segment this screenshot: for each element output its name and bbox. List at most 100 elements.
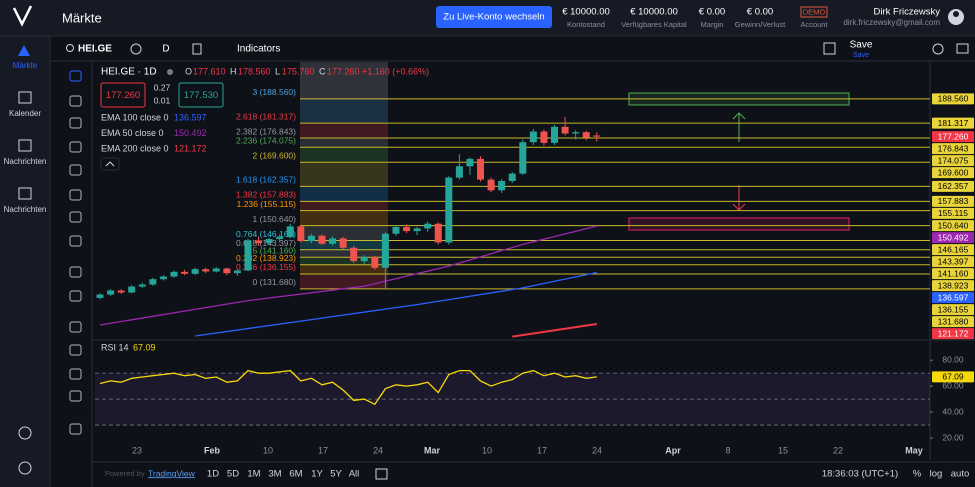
- candle-body: [265, 239, 273, 244]
- range-button[interactable]: All: [349, 469, 360, 480]
- fib-band: [300, 210, 388, 226]
- range-button[interactable]: 1Y: [311, 469, 323, 480]
- fib-label: 0.764 (146.165): [236, 229, 296, 239]
- price-tag: [932, 328, 974, 340]
- log-toggle[interactable]: log: [930, 469, 943, 480]
- markets-icon[interactable]: [18, 45, 30, 56]
- tool-icon[interactable]: [69, 423, 82, 435]
- fib-label: 2.618 (181.317): [236, 111, 296, 121]
- logo[interactable]: [12, 5, 33, 27]
- price-tag-label: 188.560: [938, 94, 969, 104]
- candle-body: [487, 179, 495, 191]
- theme-icon[interactable]: [18, 426, 32, 440]
- candle-body: [434, 223, 442, 243]
- search-icon[interactable]: [66, 44, 74, 52]
- range-button[interactable]: 1M: [247, 469, 260, 480]
- auto-toggle[interactable]: auto: [951, 469, 970, 480]
- layout-icon[interactable]: [823, 42, 836, 55]
- collapse-icon: [105, 161, 115, 167]
- save-button[interactable]: Save: [850, 40, 873, 51]
- tool-icon[interactable]: [69, 164, 82, 176]
- sidebar-label[interactable]: Kalender: [9, 109, 41, 118]
- rsi-name: RSI 14: [101, 342, 129, 352]
- indicators-button[interactable]: Indicators: [237, 44, 280, 55]
- tradingview-link[interactable]: TradingView: [148, 468, 196, 478]
- price-tag: [932, 117, 974, 129]
- candle-body: [212, 268, 220, 272]
- user-email: dirk.friczewsky@gmail.com: [843, 18, 940, 27]
- range-button[interactable]: 5D: [227, 469, 239, 480]
- tool-icon[interactable]: [69, 141, 82, 153]
- percent-toggle[interactable]: %: [913, 469, 922, 480]
- tool-icon[interactable]: [69, 266, 82, 278]
- x-tick-label: 22: [833, 445, 843, 455]
- indicator-value: 150.492: [174, 128, 207, 138]
- range-button[interactable]: 6M: [289, 469, 302, 480]
- price-tag-label: 155.115: [938, 208, 968, 218]
- range-button[interactable]: 1D: [207, 469, 219, 480]
- price-tag-label: 181.317: [938, 118, 969, 128]
- snapshot-icon[interactable]: [956, 43, 969, 54]
- sell-box[interactable]: [100, 82, 146, 108]
- tool-icon[interactable]: [69, 211, 82, 223]
- fib-label: 2.382 (176.843): [236, 126, 296, 136]
- x-tick-label: 10: [263, 445, 273, 455]
- rsi-value: 67.09: [133, 342, 156, 352]
- sell-price[interactable]: 177.260: [106, 90, 140, 101]
- price-tag: [932, 232, 974, 244]
- range-button[interactable]: 3M: [268, 469, 281, 480]
- buy-price[interactable]: 177.530: [184, 90, 218, 101]
- tool-icon[interactable]: [69, 321, 82, 333]
- stop-box: [628, 217, 850, 231]
- tool-icon[interactable]: [69, 344, 82, 356]
- x-tick-label: 24: [373, 445, 383, 455]
- fib-band: [300, 147, 388, 163]
- help-icon[interactable]: [18, 461, 32, 475]
- save-status: Save: [853, 52, 869, 59]
- sidebar-label[interactable]: Nachrichten: [4, 205, 47, 214]
- price-tag: [932, 292, 974, 304]
- news-icon[interactable]: [18, 139, 32, 152]
- live-button[interactable]: [436, 6, 552, 28]
- candle-body: [276, 237, 284, 240]
- candle-body: [297, 226, 305, 242]
- candle-body: [191, 269, 199, 274]
- legend-ohlc: C: [319, 66, 326, 76]
- live-button-label[interactable]: Zu Live-Konto wechseln: [443, 12, 544, 23]
- add-icon[interactable]: [130, 43, 142, 55]
- tool-icon[interactable]: [69, 95, 82, 107]
- fib-label: 3 (188.560): [253, 87, 297, 97]
- collapse-button[interactable]: [100, 157, 120, 171]
- chart-type-icon[interactable]: [192, 43, 202, 55]
- stat-value: € 10000.00: [562, 7, 610, 18]
- candle-body: [307, 235, 315, 242]
- date-range-icon[interactable]: [375, 468, 388, 480]
- rsi-line: [99, 369, 597, 406]
- candle-body: [371, 257, 379, 268]
- range-button[interactable]: 5Y: [330, 469, 342, 480]
- tool-icon[interactable]: [69, 290, 82, 302]
- tool-icon[interactable]: [69, 189, 82, 201]
- stat-label: Verfügbares Kapital: [621, 20, 687, 29]
- sidebar-label[interactable]: Märkte: [13, 61, 38, 70]
- tool-icon[interactable]: [69, 390, 82, 402]
- symbol[interactable]: HEI.GE: [78, 44, 112, 55]
- news-icon[interactable]: [18, 187, 32, 200]
- tool-icon[interactable]: [69, 235, 82, 247]
- tool-icon[interactable]: [69, 117, 82, 129]
- calendar-icon[interactable]: [18, 91, 32, 104]
- buy-box[interactable]: [178, 82, 224, 108]
- legend-menu[interactable]: [167, 69, 173, 75]
- sidebar-label[interactable]: Nachrichten: [4, 157, 47, 166]
- tool-icon[interactable]: [69, 368, 82, 380]
- interval[interactable]: D: [162, 44, 169, 55]
- stat-value: € 0.00: [747, 7, 773, 18]
- price-tag-label: 121.172: [938, 328, 969, 338]
- candle-body: [424, 223, 432, 229]
- price-tag: [932, 167, 974, 179]
- account-label: Account: [800, 20, 828, 29]
- user-name: Dirk Friczewsky: [874, 7, 941, 18]
- legend-ohlc: H: [230, 66, 237, 76]
- settings-icon[interactable]: [932, 43, 944, 55]
- tool-icon[interactable]: [69, 70, 82, 82]
